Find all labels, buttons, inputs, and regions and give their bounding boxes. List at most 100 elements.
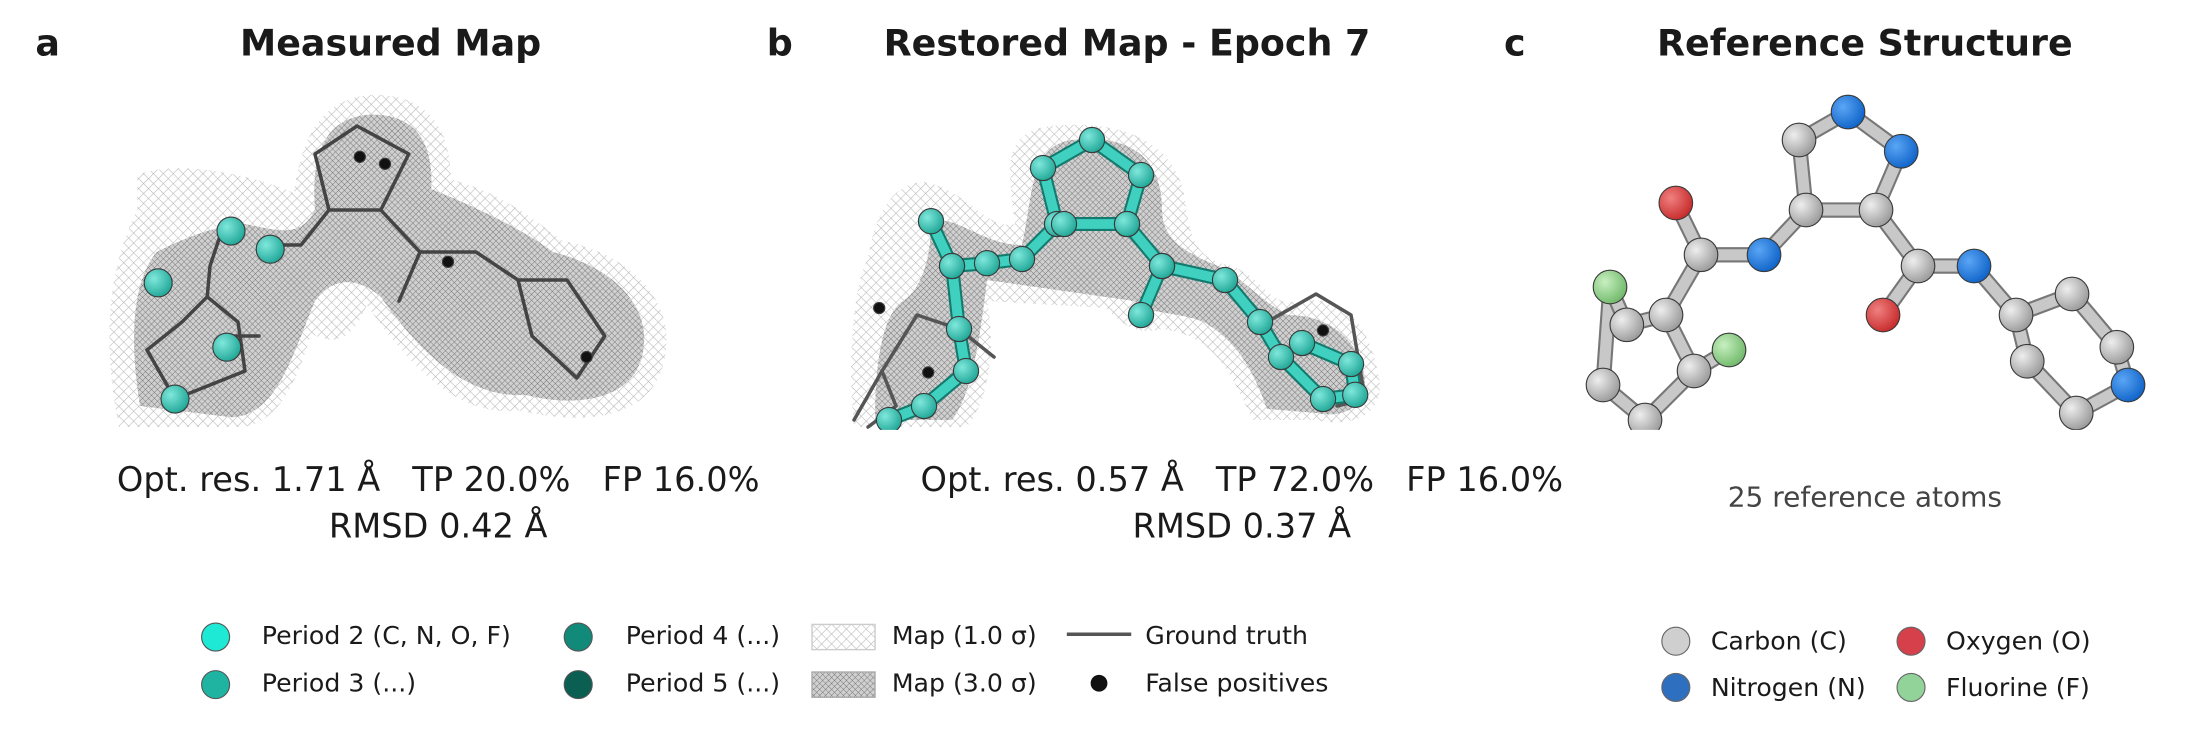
legend-label: Period 2 (C, N, O, F)	[262, 621, 511, 650]
legend-part	[1090, 674, 1108, 692]
density-render-part	[212, 332, 242, 362]
density-render-part	[1246, 308, 1274, 336]
structure-render-part	[1683, 237, 1719, 273]
structure-render-part	[1858, 192, 1894, 228]
density-render-part	[973, 250, 1001, 277]
legend-part	[1896, 626, 1926, 656]
density-render-part	[1342, 381, 1369, 408]
legend-label: Carbon (C)	[1711, 627, 1847, 656]
legend-label: Period 4 (...)	[626, 621, 780, 650]
legend-label: Map (3.0 σ)	[892, 669, 1037, 698]
legend-part	[201, 622, 231, 652]
density-render-part	[945, 315, 973, 343]
density-render-part	[255, 234, 285, 264]
density-render-part	[875, 406, 903, 430]
metrics: RMSD 0.42 Å	[329, 505, 548, 545]
density-render-part	[910, 392, 938, 420]
legend-part	[563, 622, 593, 652]
structure-render-part	[1900, 248, 1936, 284]
structure-render-part	[2058, 395, 2094, 430]
panel-letter: c	[1504, 21, 1526, 64]
panel-title: Restored Map - Epoch 7	[884, 21, 1371, 64]
density-render-part	[264, 124, 411, 247]
density-render-part	[1148, 252, 1176, 280]
density-render-part	[852, 313, 996, 422]
density-render	[851, 124, 1380, 430]
density-render-part	[378, 157, 392, 170]
structure-render-part	[1658, 185, 1694, 221]
density-render	[109, 94, 667, 428]
structure-render-part	[2110, 367, 2146, 403]
structure-render-part	[2009, 343, 2045, 379]
density-render-part	[1127, 161, 1155, 189]
density-render-part	[917, 208, 945, 235]
legend-part	[811, 671, 876, 698]
density-render-part	[1316, 324, 1330, 337]
structure-render-part	[1865, 297, 1901, 333]
density-render-part	[938, 252, 966, 280]
density-render-part	[1008, 245, 1036, 273]
legend: Period 2 (C, N, O, F) Period 3 (...) Per…	[201, 621, 2091, 702]
structure-render-part	[1609, 307, 1645, 343]
legend-label: Fluorine (F)	[1946, 673, 2090, 702]
legend-label: False positives	[1145, 669, 1328, 698]
density-render-part	[160, 384, 190, 414]
structure-render-part	[1788, 192, 1824, 228]
structure-render	[1585, 94, 2146, 430]
density-render-part	[1050, 210, 1078, 238]
legend-part	[563, 670, 593, 700]
structure-render-part	[1998, 297, 2034, 333]
density-render-part	[952, 357, 980, 385]
legend-part	[811, 623, 876, 651]
structure-render-part	[1746, 237, 1782, 273]
structure-render-part	[1711, 332, 1747, 368]
panel-title: Reference Structure	[1657, 21, 2073, 64]
density-render-part	[134, 114, 645, 418]
density-render-part	[1078, 126, 1106, 154]
legend-label: Ground truth	[1145, 621, 1308, 650]
legend-part	[201, 670, 231, 700]
legend-part	[1661, 672, 1691, 702]
structure-render-part	[1585, 367, 1621, 403]
density-render-part	[418, 250, 607, 380]
structure-render-part	[2054, 276, 2090, 312]
density-render-part	[1127, 301, 1155, 329]
legend-label: Map (1.0 σ)	[892, 621, 1037, 650]
density-render-part	[580, 350, 593, 364]
structure-render-part	[2099, 329, 2135, 365]
panel-letter: b	[767, 21, 793, 64]
panel-title: Measured Map	[240, 21, 541, 64]
density-render-part	[1309, 385, 1337, 413]
density-render-part	[1211, 266, 1239, 294]
legend-part	[1661, 626, 1691, 656]
legend-label: Period 5 (...)	[626, 669, 780, 698]
density-render-part	[216, 216, 246, 246]
structure-render-part	[1670, 197, 1812, 261]
structure-render-part	[1912, 260, 2134, 419]
metrics: RMSD 0.37 Å	[1132, 505, 1351, 545]
metrics: Opt. res. 1.71 Å TP 20.0% FP 16.0%	[117, 459, 760, 499]
legend-part	[1896, 672, 1926, 702]
note: 25 reference atoms	[1728, 480, 2002, 513]
density-render-part	[922, 366, 935, 379]
density-render-part	[441, 255, 455, 268]
structure-render-part	[1676, 353, 1712, 389]
density-render-part	[875, 138, 1366, 421]
structure-render-part	[1592, 269, 1628, 305]
structure-render-part	[1627, 402, 1663, 430]
metrics: Opt. res. 0.57 Å TP 72.0% FP 16.0%	[921, 459, 1564, 499]
density-render-part	[1029, 154, 1057, 182]
legend-label: Period 3 (...)	[262, 669, 416, 698]
density-render-part	[926, 135, 1146, 271]
density-render-part	[353, 150, 366, 163]
density-render-part	[145, 295, 247, 401]
legend-label: Oxygen (O)	[1946, 627, 2091, 656]
structure-render-part	[1956, 248, 1992, 284]
panel-letter: a	[35, 21, 60, 64]
density-render-part	[1113, 210, 1141, 238]
structure-render-part	[1883, 133, 1919, 169]
density-render-part	[1267, 343, 1295, 371]
structure-render-part	[1648, 297, 1684, 333]
density-render-part	[143, 268, 173, 298]
